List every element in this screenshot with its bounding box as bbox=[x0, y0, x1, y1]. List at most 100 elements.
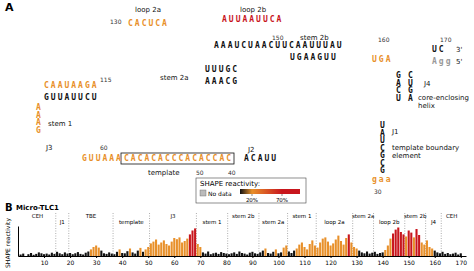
bar bbox=[160, 243, 162, 257]
x-tick-label: 70 bbox=[197, 259, 205, 266]
sequence: AAAG bbox=[36, 103, 41, 135]
bar bbox=[254, 253, 256, 256]
x-tick-label: 50 bbox=[145, 259, 153, 266]
bar bbox=[236, 254, 238, 256]
bar bbox=[35, 254, 37, 256]
bar bbox=[220, 252, 222, 256]
bar bbox=[296, 249, 298, 257]
bar bbox=[345, 238, 347, 256]
x-tick: 30 bbox=[93, 256, 101, 266]
bar bbox=[423, 245, 425, 256]
region-label: CEH bbox=[446, 213, 457, 219]
bar bbox=[257, 254, 259, 256]
x-tick: 60 bbox=[171, 256, 179, 266]
bar bbox=[231, 253, 233, 256]
bar bbox=[218, 254, 220, 256]
bar bbox=[38, 252, 40, 256]
structure-label: stem 2b bbox=[300, 34, 329, 42]
bar bbox=[51, 253, 53, 256]
x-axis-line bbox=[19, 256, 467, 257]
bar bbox=[121, 253, 123, 256]
bar bbox=[387, 246, 389, 257]
bar bbox=[314, 246, 316, 257]
bar bbox=[408, 231, 410, 257]
bar bbox=[66, 254, 68, 256]
bar bbox=[103, 253, 105, 256]
template-box bbox=[121, 153, 234, 164]
sequence: ACAUU bbox=[244, 154, 278, 163]
bar bbox=[171, 242, 173, 256]
bar bbox=[139, 248, 141, 256]
bar bbox=[59, 253, 61, 256]
bar bbox=[74, 253, 76, 256]
bar bbox=[371, 253, 373, 256]
bar bbox=[199, 247, 201, 256]
bar bbox=[442, 252, 444, 256]
x-tick-label: 40 bbox=[119, 259, 127, 266]
sequence: AUUAAUUCA bbox=[222, 15, 283, 24]
bar bbox=[431, 249, 433, 257]
region-label: template bbox=[119, 219, 144, 226]
x-tick-label: 10 bbox=[41, 259, 49, 266]
bar bbox=[197, 244, 199, 256]
bar bbox=[43, 254, 45, 256]
structure-label: J2 bbox=[247, 146, 255, 154]
structure-label: J1 bbox=[391, 128, 399, 136]
nucleotide: G bbox=[380, 166, 385, 175]
bar bbox=[30, 253, 32, 256]
bar bbox=[374, 252, 376, 256]
bar bbox=[215, 253, 217, 256]
x-tick: 130 bbox=[351, 256, 363, 266]
bar bbox=[85, 253, 87, 256]
bar bbox=[259, 252, 261, 256]
region-separator bbox=[68, 213, 69, 256]
bar bbox=[324, 237, 326, 256]
region-separator bbox=[227, 213, 228, 256]
bar bbox=[181, 243, 183, 257]
x-tick-label: 60 bbox=[171, 259, 179, 266]
bar bbox=[98, 248, 100, 256]
bar bbox=[353, 247, 355, 256]
bar bbox=[303, 247, 305, 256]
bar bbox=[56, 252, 58, 256]
x-tick-label: 90 bbox=[249, 259, 257, 266]
structure-label: stem 2a bbox=[160, 74, 189, 82]
bar bbox=[108, 252, 110, 256]
region-separator bbox=[55, 213, 56, 256]
region-label: J1 bbox=[59, 219, 65, 226]
bar bbox=[142, 252, 144, 256]
bar bbox=[194, 228, 196, 256]
panel-a: ACACUCAAUUAAUUCAAAAUCUAACUUCAAUUUAUUGAAG… bbox=[5, 1, 469, 195]
sequence: CAAUAAGA bbox=[44, 81, 99, 90]
structure-label: 3' bbox=[456, 46, 462, 54]
bar bbox=[129, 249, 131, 257]
bar bbox=[69, 253, 71, 256]
sequence: UAUCGCG bbox=[380, 121, 385, 175]
bar bbox=[428, 247, 430, 256]
region-separator bbox=[258, 213, 259, 256]
bar bbox=[184, 241, 186, 256]
nucleotide-number: 170 bbox=[440, 36, 452, 43]
bar bbox=[340, 241, 342, 256]
nucleotide-number: 130 bbox=[110, 18, 122, 25]
sequence: gaa bbox=[372, 175, 392, 184]
bar bbox=[223, 253, 225, 256]
structure-label: loop 2b bbox=[240, 6, 267, 14]
bar bbox=[348, 234, 350, 256]
bar bbox=[392, 234, 394, 257]
nucleotide-number: 115 bbox=[100, 76, 112, 83]
x-tick: 160 bbox=[430, 256, 442, 266]
bar bbox=[379, 253, 381, 256]
label-line: element bbox=[392, 152, 421, 160]
bar bbox=[82, 255, 84, 257]
panel-label: B bbox=[5, 202, 13, 213]
nucleotide: U bbox=[396, 94, 401, 103]
bar bbox=[150, 243, 152, 256]
structure-label: 5' bbox=[456, 58, 462, 66]
bar bbox=[228, 254, 230, 256]
bar bbox=[283, 248, 285, 256]
bar bbox=[178, 237, 180, 256]
nucleotide-number: 30 bbox=[374, 188, 382, 195]
bar bbox=[246, 255, 248, 257]
bar bbox=[309, 244, 311, 256]
